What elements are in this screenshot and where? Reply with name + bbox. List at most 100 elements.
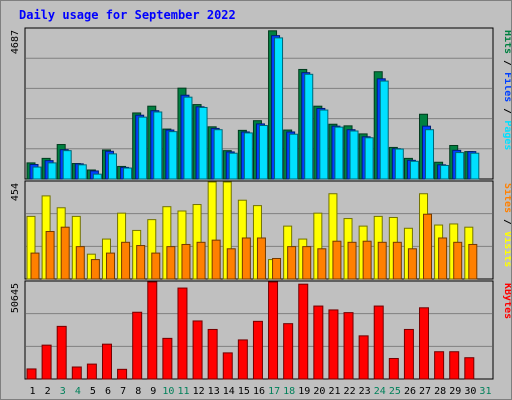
x-tick-day-29: 29 (449, 386, 461, 397)
x-tick-day-9: 9 (150, 386, 156, 397)
bar-sites-day-11 (181, 243, 191, 280)
bar-pages-day-8 (138, 116, 148, 180)
bar-pages-day-17 (274, 37, 284, 180)
x-tick-day-27: 27 (419, 386, 431, 397)
bar-kbytes-day-23 (358, 335, 369, 380)
x-tick-day-16: 16 (253, 386, 265, 397)
bar-sites-day-7 (121, 241, 131, 280)
bar-sites-day-12 (196, 241, 206, 280)
bar-kbytes-day-4 (71, 366, 82, 380)
legend-part: Pages (502, 120, 511, 150)
bar-kbytes-day-26 (403, 328, 414, 380)
bar-kbytes-day-14 (222, 352, 233, 380)
bar-pages-day-22 (349, 130, 359, 180)
bar-sites-day-3 (60, 226, 70, 280)
ymax-label-hits_files_pages: 4687 (10, 30, 21, 54)
bar-sites-day-10 (166, 246, 176, 280)
x-tick-day-20: 20 (313, 386, 325, 397)
x-tick-day-3: 3 (60, 386, 66, 397)
bar-kbytes-day-27 (419, 307, 430, 380)
bar-sites-day-21 (332, 240, 342, 280)
bar-pages-day-10 (168, 131, 178, 180)
series-legend-visits_sites: Sites / Visits (502, 183, 511, 267)
bar-pages-day-14 (228, 152, 238, 180)
bar-kbytes-day-30 (464, 357, 475, 380)
legend-part: Visits (502, 231, 511, 267)
bar-pages-day-30 (470, 152, 480, 180)
bar-sites-day-2 (45, 231, 55, 280)
bar-pages-day-2 (47, 162, 57, 180)
x-tick-day-7: 7 (120, 386, 126, 397)
x-tick-day-30: 30 (464, 386, 476, 397)
bar-pages-day-20 (319, 109, 329, 180)
bar-pages-day-15 (243, 132, 253, 180)
x-tick-day-1: 1 (30, 386, 36, 397)
x-tick-day-14: 14 (223, 386, 235, 397)
bar-sites-day-20 (317, 248, 327, 280)
bar-sites-day-22 (347, 241, 357, 280)
bar-sites-day-29 (453, 241, 463, 280)
bar-pages-day-26 (409, 160, 419, 180)
bar-sites-day-23 (362, 240, 372, 280)
ymax-label-visits_sites: 454 (10, 183, 21, 201)
bar-sites-day-6 (105, 252, 115, 280)
x-tick-day-10: 10 (162, 386, 174, 397)
x-tick-day-21: 21 (328, 386, 340, 397)
bar-kbytes-day-25 (388, 357, 399, 380)
x-tick-day-17: 17 (268, 386, 280, 397)
legend-part: / (502, 102, 511, 120)
bar-kbytes-day-19 (298, 283, 309, 380)
bar-kbytes-day-16 (252, 320, 263, 380)
bar-sites-day-19 (302, 246, 312, 280)
x-tick-day-8: 8 (135, 386, 141, 397)
series-legend-kbytes: KBytes (502, 283, 511, 319)
bar-pages-day-6 (107, 153, 117, 180)
bar-kbytes-day-1 (26, 368, 37, 380)
legend-part: Hits (502, 30, 511, 54)
bar-pages-day-23 (364, 137, 374, 180)
bar-sites-day-28 (438, 237, 448, 280)
bar-kbytes-day-5 (86, 363, 97, 380)
x-tick-day-18: 18 (283, 386, 295, 397)
bar-sites-day-15 (241, 237, 251, 280)
series-legend-hits_files_pages: Hits / Files / Pages (502, 30, 511, 150)
bar-kbytes-day-22 (343, 312, 354, 380)
legend-part: KBytes (502, 283, 511, 319)
legend-part: Sites (502, 183, 511, 213)
bar-kbytes-day-17 (268, 281, 279, 380)
bar-pages-day-28 (440, 164, 450, 180)
bar-pages-day-16 (258, 125, 268, 180)
bar-pages-day-3 (62, 150, 72, 180)
bar-kbytes-day-6 (101, 343, 112, 380)
bar-sites-day-17 (272, 257, 282, 280)
bar-kbytes-day-21 (328, 309, 339, 380)
legend-part: Files (502, 72, 511, 102)
x-tick-day-19: 19 (298, 386, 310, 397)
bar-sites-day-1 (30, 252, 40, 280)
bar-kbytes-day-18 (283, 323, 294, 380)
bar-pages-day-9 (153, 111, 163, 180)
x-tick-day-25: 25 (389, 386, 401, 397)
chart-title: Daily usage for September 2022 (19, 8, 236, 22)
bar-sites-day-27 (423, 213, 433, 280)
bar-pages-day-1 (32, 166, 42, 180)
x-tick-day-4: 4 (75, 386, 81, 397)
bar-sites-day-26 (407, 248, 417, 280)
bar-sites-day-8 (136, 245, 146, 280)
bar-sites-day-14 (226, 248, 236, 280)
bar-pages-day-13 (213, 129, 223, 180)
x-tick-day-11: 11 (177, 386, 189, 397)
bar-pages-day-25 (394, 148, 404, 180)
bar-kbytes-day-2 (41, 344, 52, 380)
bar-sites-day-16 (256, 237, 266, 280)
bar-kbytes-day-7 (117, 368, 128, 380)
bar-sites-day-9 (151, 252, 161, 280)
bar-sites-day-30 (468, 243, 478, 280)
bar-kbytes-day-9 (147, 281, 158, 380)
bar-kbytes-day-29 (449, 351, 460, 380)
bar-pages-day-4 (77, 164, 87, 180)
x-tick-day-23: 23 (359, 386, 371, 397)
bar-pages-day-11 (183, 96, 193, 180)
